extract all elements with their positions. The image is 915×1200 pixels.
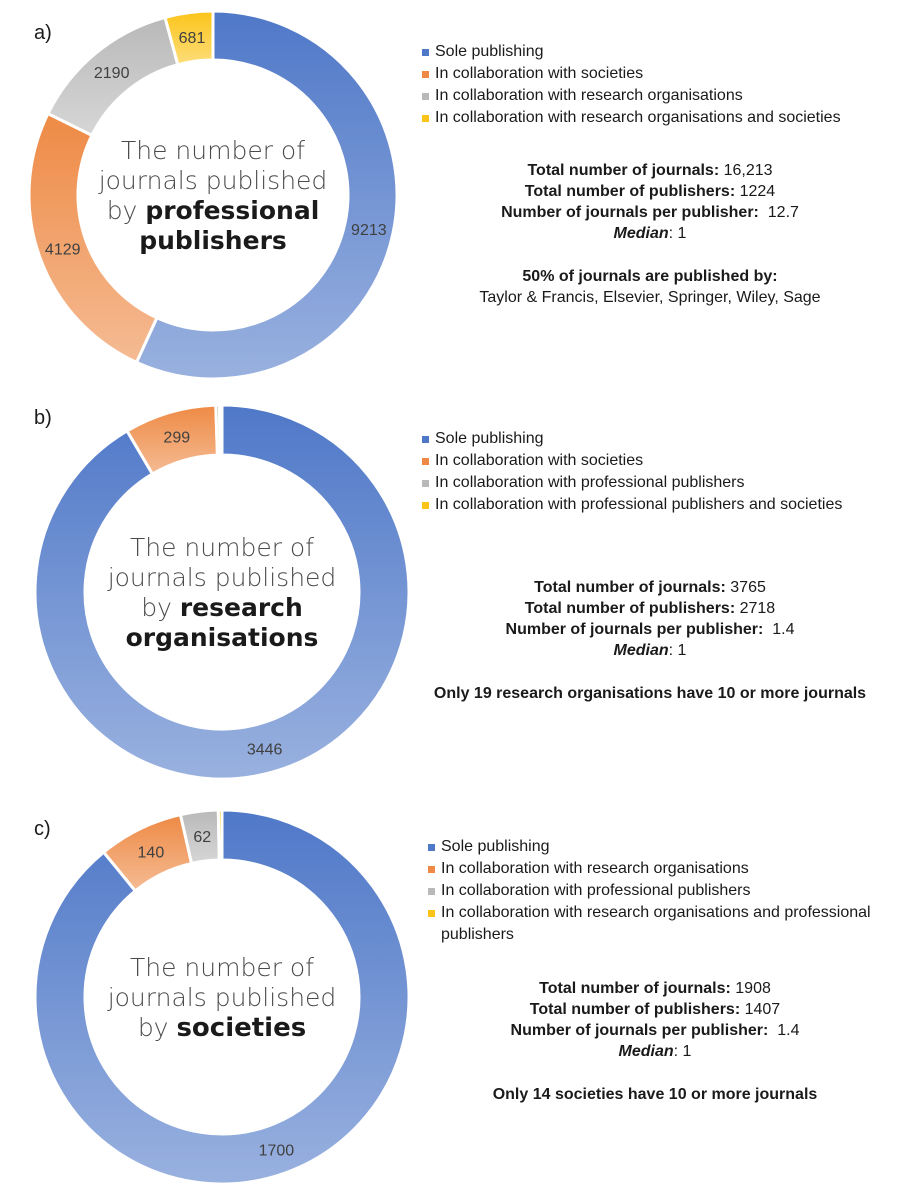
legend-item: In collaboration with research organisat… — [422, 107, 902, 129]
stats-note: 50% of journals are published by: — [522, 268, 778, 285]
median: Median: 1 — [618, 1043, 692, 1060]
stats-block: Total number of journals: 16,213 Total n… — [400, 160, 900, 308]
data-label: 299 — [163, 429, 190, 446]
legend-swatch — [428, 866, 435, 873]
journals-per-publisher: Number of journals per publisher: 1.4 — [505, 621, 795, 638]
legend-item: In collaboration with societies — [422, 63, 902, 85]
donut-slice — [163, 9, 215, 67]
legend-swatch — [428, 888, 435, 895]
center-title: The number of journals published by societ… — [107, 953, 337, 1043]
total-journals: Total number of journals: 16,213 — [527, 162, 773, 179]
legend-swatch — [422, 71, 429, 78]
legend-item: Sole publishing — [428, 836, 912, 858]
stats-note-text: Taylor & Francis, Elsevier, Springer, Wi… — [479, 289, 821, 306]
legend-item: In collaboration with research organisat… — [428, 902, 912, 946]
donut-slice — [33, 808, 411, 1186]
panel-label: b) — [34, 407, 52, 429]
total-publishers: Total number of publishers: 2718 — [524, 600, 776, 617]
legend-swatch — [428, 910, 435, 917]
legend-item: In collaboration with societies — [422, 450, 902, 472]
donut-chart: 1700 140 62 The number of journals published… — [33, 808, 411, 1186]
stats-block: Total number of journals: 1908 Total num… — [405, 978, 905, 1105]
median: Median: 1 — [613, 225, 687, 242]
panel-label: c) — [34, 818, 51, 840]
legend: Sole publishing In collaboration with so… — [422, 41, 902, 129]
legend-swatch — [428, 844, 435, 851]
legend: Sole publishing In collaboration with so… — [422, 428, 902, 516]
data-label: 3446 — [247, 741, 283, 758]
data-label: 2190 — [94, 65, 130, 82]
journals-per-publisher: Number of journals per publisher: 1.4 — [510, 1022, 800, 1039]
total-publishers: Total number of publishers: 1224 — [524, 183, 776, 200]
panel-a: a) 9213 4129 2190 681 The number of journals … — [0, 0, 915, 395]
donut-slice — [216, 808, 224, 862]
legend-swatch — [422, 93, 429, 100]
legend-swatch — [422, 480, 429, 487]
total-journals: Total number of journals: 3765 — [534, 579, 766, 596]
center-title: The number of journals published by profes… — [98, 136, 328, 255]
stats-note: Only 19 research organisations have 10 o… — [433, 685, 867, 702]
legend-item: Sole publishing — [422, 428, 902, 450]
median: Median: 1 — [613, 642, 687, 659]
legend: Sole publishing In collaboration with re… — [428, 836, 912, 946]
data-label: 62 — [193, 829, 211, 846]
donut-chart: 3446 299 The number of journals published by… — [33, 403, 411, 781]
legend-item: In collaboration with professional publi… — [422, 472, 902, 494]
donut-slice — [217, 403, 224, 457]
data-label: 9213 — [351, 222, 387, 239]
total-publishers: Total number of publishers: 1407 — [529, 1001, 781, 1018]
legend-item: In collaboration with professional publi… — [422, 494, 902, 516]
data-label: 4129 — [45, 241, 81, 258]
legend-swatch — [422, 436, 429, 443]
center-title: The number of journals published by resear… — [107, 533, 337, 652]
data-label: 1700 — [259, 1143, 295, 1160]
data-label: 681 — [179, 30, 206, 47]
legend-swatch — [422, 49, 429, 56]
donut-slice — [33, 403, 411, 781]
legend-item: In collaboration with research organisat… — [422, 85, 902, 107]
legend-swatch — [422, 458, 429, 465]
legend-swatch — [422, 502, 429, 509]
legend-item: Sole publishing — [422, 41, 902, 63]
legend-swatch — [422, 115, 429, 122]
panel-b: b) 3446 299 The number of journals publishe… — [0, 395, 915, 800]
panel-label: a) — [34, 22, 52, 44]
stats-block: Total number of journals: 3765 Total num… — [400, 577, 900, 704]
legend-item: In collaboration with professional publi… — [428, 880, 912, 902]
donut-slice — [134, 9, 399, 381]
stats-note: Only 14 societies have 10 or more journa… — [492, 1086, 818, 1103]
legend-item: In collaboration with research organisat… — [428, 858, 912, 880]
total-journals: Total number of journals: 1908 — [539, 980, 771, 997]
donut-chart: 9213 4129 2190 681 The number of journals pub… — [27, 9, 399, 381]
panel-c: c) 1700 140 62 The number of journals publis… — [0, 800, 915, 1200]
journals-per-publisher: Number of journals per publisher: 12.7 — [501, 204, 799, 221]
data-label: 140 — [138, 844, 165, 861]
